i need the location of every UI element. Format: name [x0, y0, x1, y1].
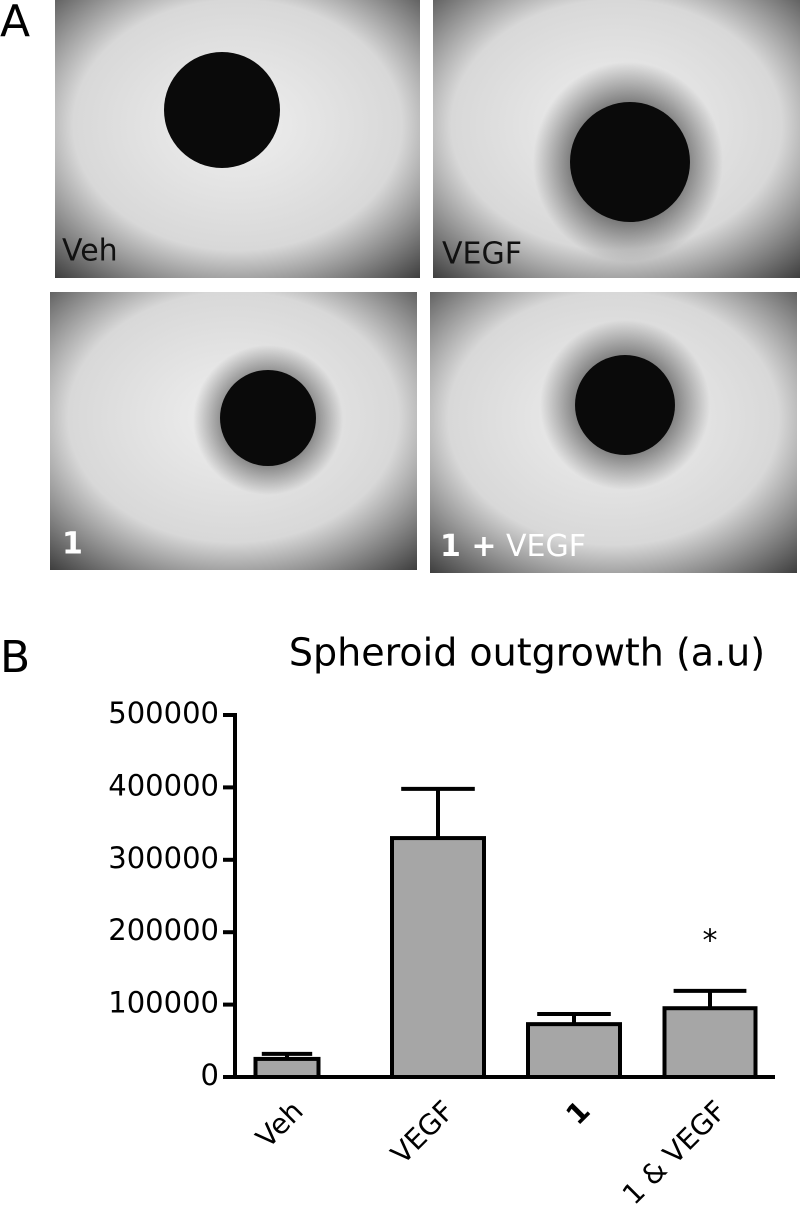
image-label: 1 + VEGF [440, 529, 586, 564]
panel-label: A [0, 0, 30, 47]
micrograph: 1 [50, 292, 417, 570]
micrograph: 1 + VEGF [430, 292, 797, 573]
bar [390, 836, 486, 1080]
micrograph: Veh [55, 0, 420, 278]
chart-title: Spheroid outgrowth (a.u) [289, 631, 765, 675]
x-tick-label: 1 [559, 1094, 596, 1131]
image-label: Veh [62, 234, 118, 269]
image-label: 1 [62, 527, 83, 562]
y-tick-label: 400000 [108, 768, 219, 802]
annotation: * [703, 924, 718, 959]
y-tick-label: 300000 [108, 841, 219, 875]
y-tick-label: 100000 [108, 986, 219, 1020]
bar [253, 1056, 321, 1080]
y-tick-label: 0 [201, 1058, 219, 1092]
panel-label: B [0, 632, 30, 683]
y-tick-label: 200000 [108, 913, 219, 947]
image-label: VEGF [442, 237, 522, 272]
x-tick-label: VEGF [384, 1094, 460, 1170]
bar [662, 1006, 758, 1079]
y-tick-label: 500000 [108, 696, 219, 730]
bar [526, 1022, 622, 1079]
micrograph: VEGF [433, 0, 800, 278]
x-tick-label: 1 & VEGF [616, 1094, 733, 1209]
x-tick-label: Veh [250, 1094, 310, 1154]
